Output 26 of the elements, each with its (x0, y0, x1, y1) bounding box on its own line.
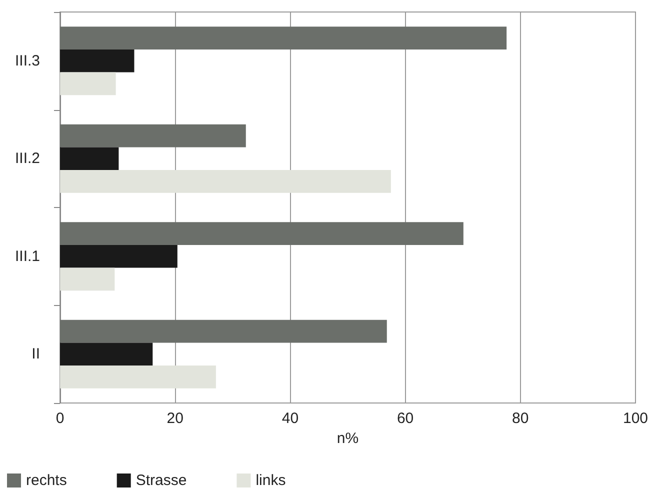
legend-label: rechts (26, 472, 67, 489)
y-tick-label: III.3 (14, 52, 40, 70)
x-tick-label: 20 (166, 410, 184, 427)
bar (60, 366, 216, 388)
bar (60, 268, 115, 291)
bar (60, 72, 116, 96)
bar (60, 26, 507, 50)
x-axis-title: n% (336, 430, 359, 447)
bar (60, 320, 387, 343)
x-tick-label: 40 (282, 410, 299, 427)
bar (60, 147, 119, 170)
x-tick-label: 100 (622, 410, 648, 427)
bar (60, 222, 464, 245)
bar (60, 49, 134, 72)
bar (60, 342, 153, 366)
bar (60, 124, 246, 148)
bar (60, 244, 178, 268)
bar (60, 170, 391, 193)
y-tick-label: III.2 (14, 150, 40, 168)
legend-label: links (256, 472, 286, 489)
x-tick-label: 80 (512, 410, 529, 427)
legend-label: Strasse (136, 472, 187, 489)
x-tick-label: 0 (56, 410, 64, 427)
y-tick-label: II (32, 346, 40, 363)
x-tick-label: 60 (396, 410, 414, 427)
y-tick-label: III.1 (14, 248, 40, 265)
